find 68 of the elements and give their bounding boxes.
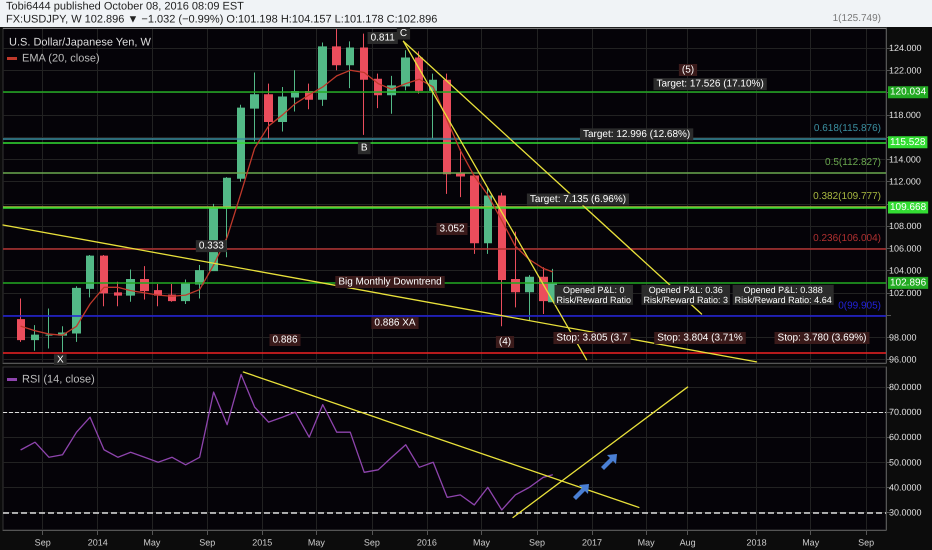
legend-label: RSI (14, close) [22,374,95,386]
x-tick-label: May [143,538,161,548]
legend-label: EMA (20, close) [22,52,100,64]
y-tick-label: 118.000 [889,110,921,120]
annotation: 0.886 [272,334,298,346]
x-tick-label: 2016 [416,538,437,548]
ref-line-label: 0.618(115.876) [814,122,881,134]
annotation: C [400,28,408,40]
annotation: Opened P&L: 0.388 Risk/Reward Ratio: 4.64 [734,284,832,305]
ref-line-label: 0(99.905) [838,300,881,312]
x-tick-label: May [472,538,490,548]
x-tick-label: May [802,538,820,548]
y-tick-label: 112.000 [889,176,921,187]
x-tick-label: Sep [528,538,545,548]
text: FX:USDJPY, W 102.896 ▼ −1.032 (−0.99%) O:101.198 H:104.157 L:101.178 C:102.896 [6,14,438,26]
annotation: Stop: 3.780 (3.69%) [778,332,866,344]
annotation: 0.886 XA [374,318,416,328]
ref-line-label: 1(125.749) [832,13,881,24]
y-tick-label: 114.000 [889,154,921,164]
ref-line-label: 102.896 [890,277,927,288]
annotation: Opened P&L: 0 Risk/Reward Ratio [556,284,632,305]
ref-line-label: 109.668 [890,202,927,214]
y-tick-label: 122.000 [889,65,922,76]
ref-line-label: 0.5(112.827) [825,156,881,168]
y-tick-label: 108.000 [889,221,922,232]
annotation: B [360,142,368,154]
x-tick-label: Aug [680,538,696,548]
x-tick-label: May [638,538,656,548]
x-tick-label: 2017 [582,538,602,548]
x-tick-label: Sep [199,538,216,548]
x-tick-label: Sep [364,538,380,548]
x-tick-label: 2015 [252,538,272,548]
y-tick-label: 80.0000 [889,382,922,392]
annotation: Opened P&L: 0.36 Risk/Reward Ratio: 3 [644,284,728,305]
annotation: (4) [498,336,512,348]
y-tick-label: 106.000 [889,243,922,254]
annotation: Stop: 3.804 (3.71% [657,332,743,344]
annotation: Big Monthly Downtrend [338,276,442,288]
ref-line-label: 120.034 [890,86,927,98]
y-tick-label: 98.000 [889,332,917,342]
y-tick-label: 50.0000 [889,457,922,468]
y-tick-label: 60.0000 [889,432,922,442]
y-tick-label: 102.000 [889,288,922,298]
annotation: Target: 12.996 (12.68%) [582,128,690,140]
x-tick-label: 2018 [746,538,767,548]
y-tick-label: 70.0000 [889,407,922,418]
annotation: X [56,354,64,366]
annotation: Target: 7.135 (6.96%) [530,194,626,206]
y-tick-label: 40.0000 [889,482,922,492]
y-tick-label: 104.000 [889,266,922,276]
text: Tobi6444 published October 08, 2016 08:09 EST [6,0,244,12]
y-tick-label: 124.000 [889,43,922,54]
y-tick-label: 96.000 [889,354,917,365]
annotation: 0.333 [198,240,224,252]
annotation: 0.811 [370,32,396,44]
x-tick-label: Sep [34,538,51,548]
x-tick-label: May [308,538,326,548]
y-tick-label: 30.0000 [889,507,922,518]
x-tick-label: Sep [858,538,874,548]
text: U.S. Dollar/Japanese Yen, W [9,36,152,48]
x-tick-label: 2014 [88,538,108,548]
annotation: Target: 17.526 (17.10%) [656,78,764,90]
annotation: 3.052 [439,224,465,234]
annotation: Stop: 3.805 (3.7 [556,332,628,344]
ref-line-label: 0.236(106.004) [813,232,881,244]
ref-line-label: 115.528 [890,136,926,148]
annotation: (5) [682,64,694,76]
ref-line-label: 0.382(109.777) [813,190,881,202]
